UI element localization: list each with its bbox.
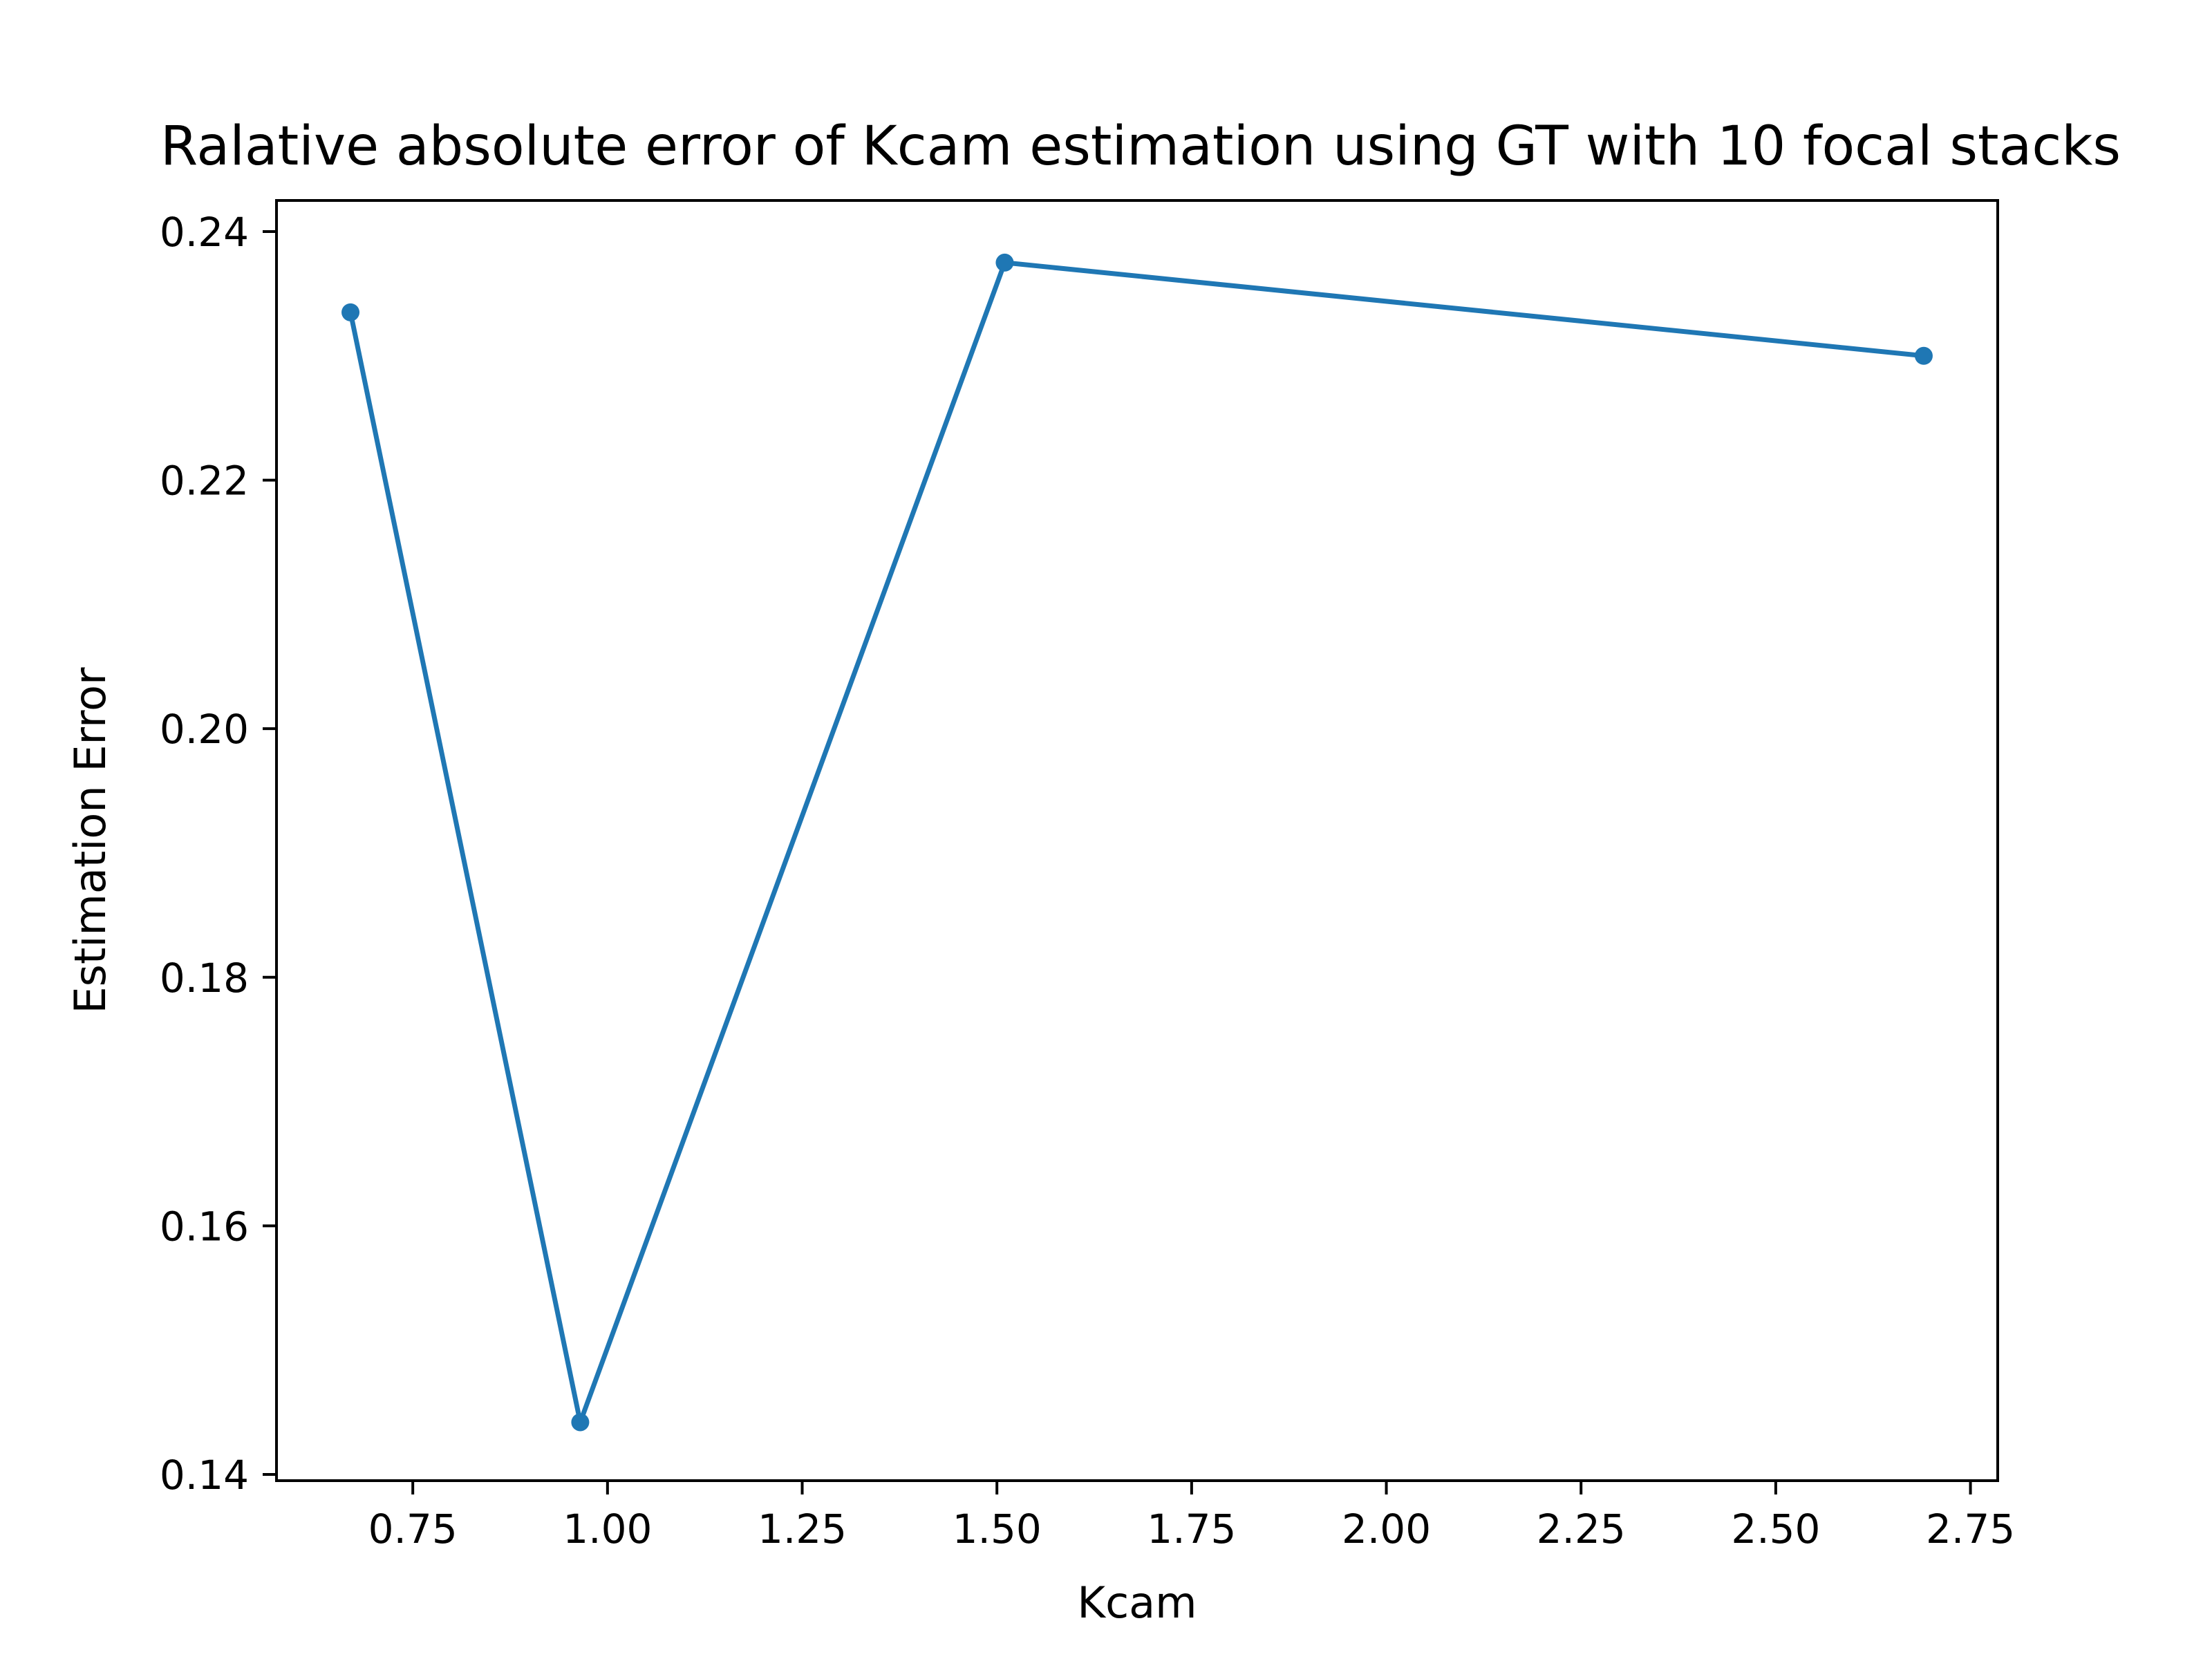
- chart-title: Ralative absolute error of Kcam estimati…: [160, 115, 2121, 178]
- x-axis-label: Kcam: [1077, 1577, 1197, 1628]
- data-point: [995, 253, 1014, 272]
- x-tick-label: 2.50: [1731, 1506, 1820, 1553]
- y-tick-label: 0.24: [160, 209, 249, 256]
- y-axis: 0.14 0.16 0.18 0.20 0.22 0.24: [160, 209, 276, 1499]
- y-tick-label: 0.20: [160, 706, 249, 753]
- data-point: [571, 1413, 590, 1432]
- data-point: [1914, 346, 1933, 365]
- x-tick-label: 2.00: [1342, 1506, 1431, 1553]
- x-tick-label: 0.75: [368, 1506, 458, 1553]
- series-layer: [341, 253, 1933, 1432]
- x-tick-label: 1.25: [758, 1506, 847, 1553]
- x-tick-label: 1.75: [1147, 1506, 1236, 1553]
- x-tick-label: 1.00: [563, 1506, 652, 1553]
- x-axis: 0.75 1.00 1.25 1.50 1.75 2.00 2.25 2.50 2.75: [368, 1481, 2015, 1553]
- plot-frame: [275, 199, 1999, 1482]
- y-tick-label: 0.18: [160, 955, 249, 1002]
- x-tick-label: 1.50: [953, 1506, 1042, 1553]
- y-tick-label: 0.16: [160, 1203, 249, 1250]
- series-line: [348, 260, 1924, 1425]
- y-axis-label: Estimation Error: [65, 667, 115, 1014]
- y-tick-label: 0.14: [160, 1452, 249, 1499]
- x-tick-label: 2.25: [1537, 1506, 1626, 1553]
- plot-area: [275, 199, 1999, 1482]
- data-point: [341, 303, 360, 321]
- x-tick-label: 2.75: [1926, 1506, 2015, 1553]
- y-tick-label: 0.22: [160, 458, 249, 505]
